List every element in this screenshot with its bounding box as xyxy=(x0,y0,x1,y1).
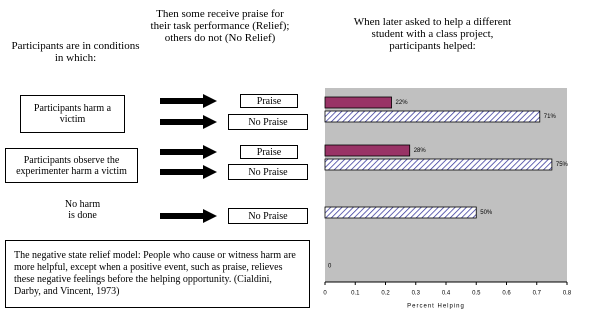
note-box: The negative state relief model: People … xyxy=(5,240,310,308)
arrow xyxy=(160,94,217,108)
value-label: 22% xyxy=(396,100,409,106)
x-tick-label: 0.8 xyxy=(563,291,572,297)
arrows xyxy=(160,94,217,223)
arrow xyxy=(160,145,217,159)
x-tick-label: 0.3 xyxy=(412,291,421,297)
x-tick-label: 0.6 xyxy=(502,291,511,297)
x-axis-label: Percent Helping xyxy=(407,304,465,310)
condition-box: Participants harm a victim xyxy=(20,95,125,133)
bar xyxy=(324,206,477,219)
bar xyxy=(324,110,541,123)
bar xyxy=(324,96,392,109)
arrow xyxy=(160,115,217,129)
value-label: 71% xyxy=(544,114,557,120)
outcome-box: No Praise xyxy=(228,208,308,224)
outcome-box: No Praise xyxy=(228,164,308,180)
outcome-box: Praise xyxy=(240,94,298,108)
condition-box: No harm is done xyxy=(40,190,125,230)
condition-box: Participants observe the experimenter ha… xyxy=(5,148,138,183)
value-label: 75% xyxy=(556,162,569,168)
annotation: 0 xyxy=(328,264,332,270)
bar xyxy=(324,158,553,171)
header: Participants are in conditions in which: xyxy=(11,40,140,64)
arrow xyxy=(160,165,217,179)
value-label: 28% xyxy=(414,148,427,154)
x-tick-label: 0.7 xyxy=(533,291,542,297)
x-tick-label: 0.2 xyxy=(381,291,390,297)
arrow xyxy=(160,209,217,223)
header: Then some receive praise for their task … xyxy=(150,8,290,44)
outcome-box: No Praise xyxy=(228,114,308,130)
x-tick-label: 0 xyxy=(323,291,327,297)
x-tick-label: 0.4 xyxy=(442,291,451,297)
x-tick-label: 0.1 xyxy=(351,291,360,297)
bar xyxy=(324,144,411,157)
value-label: 50% xyxy=(480,210,493,216)
x-tick-label: 0.5 xyxy=(472,291,481,297)
header: When later asked to help a different stu… xyxy=(353,16,512,52)
outcome-box: Praise xyxy=(240,145,298,159)
